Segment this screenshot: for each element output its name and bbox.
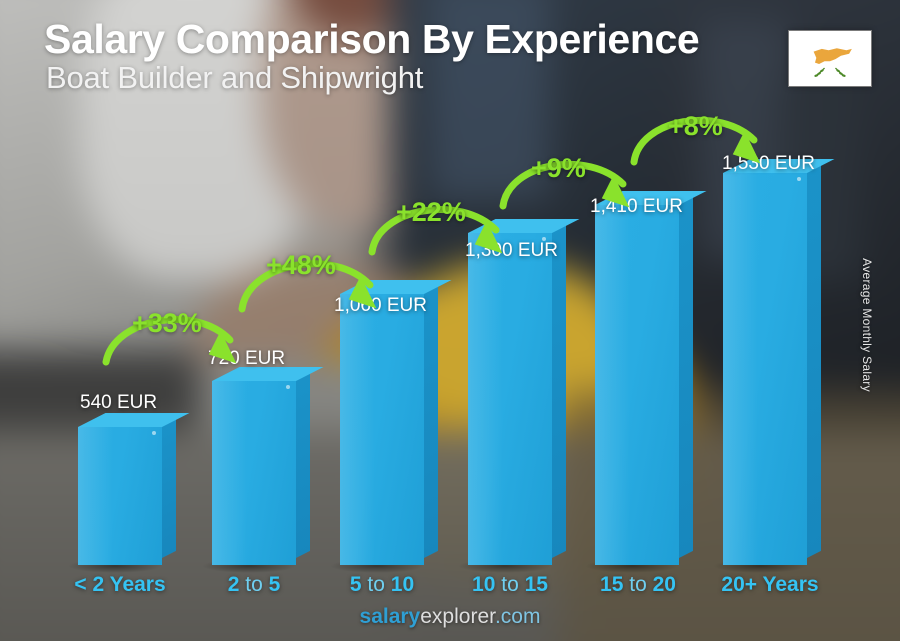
bar-highlight-dot <box>797 177 801 181</box>
growth-arrow-3 <box>497 148 655 220</box>
bar-gloss <box>468 233 504 565</box>
category-separator: to <box>367 573 385 596</box>
bar-gloss <box>212 381 248 565</box>
growth-arrow-4 <box>628 104 786 176</box>
growth-arrow-0 <box>100 300 260 375</box>
category-text-b: 5 <box>268 573 281 596</box>
page-title: Salary Comparison By Experience <box>44 16 700 62</box>
brand-salary: salary <box>359 605 421 628</box>
category-text-a: 5 <box>349 573 362 596</box>
growth-percent-1: +48% <box>266 250 336 280</box>
growth-percent-4: +8% <box>668 111 723 141</box>
bar-1 <box>202 366 324 573</box>
category-text-a: 2 <box>227 573 240 596</box>
bar-value-0: 540 EUR <box>80 392 158 413</box>
category-separator: to <box>245 573 263 596</box>
bar-gloss <box>595 205 631 565</box>
growth-percent-2: +22% <box>396 197 466 227</box>
bar-side-face <box>162 412 176 558</box>
bar-gloss <box>723 173 759 565</box>
bar-side-face <box>679 190 693 558</box>
category-text-b: 10 <box>390 573 415 596</box>
bar-highlight-dot <box>669 209 673 213</box>
category-text-b: 20 <box>652 573 676 596</box>
cyprus-flag-icon <box>788 30 872 87</box>
growth-percent-0: +33% <box>132 308 202 338</box>
category-text-a: 20+ <box>721 573 758 596</box>
category-label-2: 5 to 10 <box>316 573 448 597</box>
category-text-b: Years <box>762 573 819 596</box>
category-label-3: 10 to 15 <box>444 573 576 597</box>
category-label-4: 15 to 20 <box>572 573 704 597</box>
category-text-a: 10 <box>472 573 496 596</box>
growth-arrow-2 <box>366 192 528 266</box>
bar-highlight-dot <box>286 385 290 389</box>
bar-highlight-dot <box>542 237 546 241</box>
growth-percent-3: +9% <box>531 153 586 183</box>
bar-front-face <box>78 427 162 565</box>
bar-4 <box>585 190 707 573</box>
page-subtitle: Boat Builder and Shipwright <box>46 60 424 95</box>
bar-front-face <box>468 233 552 565</box>
bar-front-face <box>212 381 296 565</box>
category-separator: to <box>501 573 519 596</box>
bar-side-face <box>552 218 566 558</box>
bar-2 <box>330 279 452 573</box>
bar-side-face <box>807 158 821 558</box>
bar-0 <box>68 412 190 573</box>
bar-front-face <box>340 294 424 565</box>
category-label-5: 20+ Years <box>700 573 840 597</box>
bar-3 <box>458 218 580 573</box>
category-text-a: 15 <box>600 573 624 596</box>
brand-explorer: explorer <box>420 605 495 628</box>
category-label-0: < 2 Years <box>54 573 186 597</box>
bar-side-face <box>424 279 438 558</box>
growth-arrow-1 <box>236 245 404 323</box>
bar-gloss <box>340 294 376 565</box>
bar-highlight-dot <box>152 431 156 435</box>
bar-front-face <box>595 205 679 565</box>
bar-side-face <box>296 366 310 558</box>
category-text-b: 15 <box>524 573 548 596</box>
category-text-a: < 2 <box>74 573 105 596</box>
brand-tld: .com <box>494 605 541 628</box>
bar-gloss <box>78 427 114 565</box>
category-label-1: 2 to 5 <box>188 573 320 597</box>
category-separator: to <box>629 573 647 596</box>
bar-front-face <box>723 173 807 565</box>
category-text-b: Years <box>109 573 166 596</box>
bar-5 <box>713 158 835 573</box>
y-axis-label: Average Monthly Salary <box>860 258 874 392</box>
site-brand[interactable]: salaryexplorer.com <box>0 605 900 629</box>
bar-highlight-dot <box>414 298 418 302</box>
